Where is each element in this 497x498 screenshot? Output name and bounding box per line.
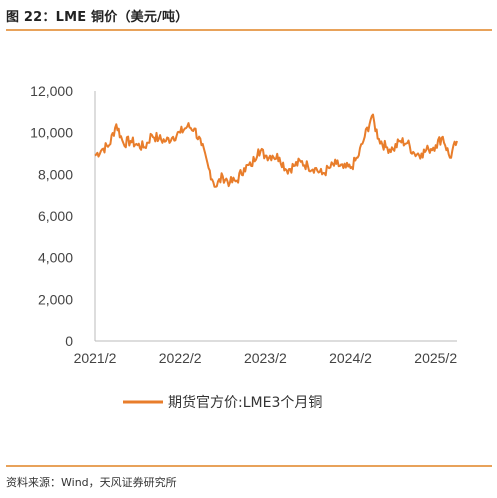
x-tick-label: 2021/2: [74, 350, 117, 366]
x-tick-label: 2023/2: [244, 350, 287, 366]
figure-title: 图 22：LME 铜价（美元/吨）: [6, 10, 189, 25]
y-tick-label: 2,000: [38, 291, 73, 307]
y-tick-label: 10,000: [30, 125, 73, 141]
x-tick-label: 2025/2: [414, 350, 457, 366]
series-layer: [94, 113, 458, 188]
y-tick-label: 8,000: [38, 166, 73, 182]
x-axis-ticks: 2021/2 2022/2 2023/2 2024/2 2025/2: [74, 350, 458, 366]
y-tick-label: 0: [65, 333, 73, 349]
y-tick-label: 12,000: [30, 83, 73, 99]
x-tick-label: 2022/2: [159, 350, 202, 366]
y-tick-label: 4,000: [38, 250, 73, 266]
line-chart: 0 2,000 4,000 6,000 8,000 10,000 12,000 2021/2…: [30, 83, 458, 411]
series-line: [94, 113, 458, 188]
y-axis-ticks: 0 2,000 4,000 6,000 8,000 10,000 12,000: [30, 83, 73, 349]
bottom-rule: [6, 465, 492, 467]
top-rule: [6, 29, 492, 31]
legend: 期货官方价:LME3个月铜: [123, 394, 322, 411]
y-tick-label: 6,000: [38, 208, 73, 224]
source-note: 资料来源：Wind，天风证券研究所: [6, 476, 177, 489]
legend-label: 期货官方价:LME3个月铜: [168, 394, 322, 411]
x-tick-label: 2024/2: [329, 350, 372, 366]
